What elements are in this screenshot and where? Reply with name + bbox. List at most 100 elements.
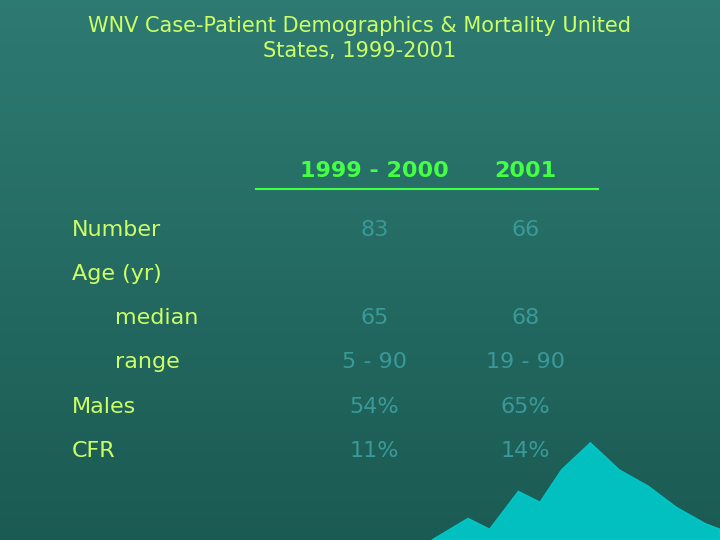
Bar bbox=[0, 58, 720, 63]
Bar bbox=[0, 418, 720, 423]
Bar bbox=[0, 315, 720, 320]
Bar bbox=[0, 320, 720, 324]
Bar bbox=[0, 401, 720, 405]
Bar bbox=[0, 198, 720, 202]
Bar bbox=[0, 180, 720, 185]
Bar bbox=[0, 243, 720, 247]
Text: 14%: 14% bbox=[501, 441, 550, 461]
Text: Number: Number bbox=[72, 219, 161, 240]
Bar bbox=[0, 256, 720, 261]
Text: CFR: CFR bbox=[72, 441, 116, 461]
Text: 66: 66 bbox=[511, 219, 540, 240]
Bar bbox=[0, 230, 720, 234]
Bar bbox=[0, 270, 720, 274]
Bar bbox=[0, 355, 720, 360]
Bar bbox=[0, 414, 720, 418]
Bar bbox=[0, 297, 720, 301]
Text: median: median bbox=[115, 308, 199, 328]
Bar bbox=[0, 212, 720, 216]
Bar bbox=[0, 135, 720, 139]
Bar bbox=[0, 54, 720, 58]
Bar bbox=[0, 351, 720, 355]
Bar bbox=[0, 306, 720, 310]
Text: 54%: 54% bbox=[350, 396, 399, 417]
Bar bbox=[0, 522, 720, 526]
Bar bbox=[0, 14, 720, 18]
Bar bbox=[0, 342, 720, 347]
Bar bbox=[0, 207, 720, 212]
Bar bbox=[0, 18, 720, 23]
Bar bbox=[0, 513, 720, 517]
Bar bbox=[0, 347, 720, 351]
Bar bbox=[0, 387, 720, 392]
Bar bbox=[0, 495, 720, 500]
Bar bbox=[0, 112, 720, 117]
Bar bbox=[0, 328, 720, 333]
Text: 1999 - 2000: 1999 - 2000 bbox=[300, 161, 449, 181]
Text: 68: 68 bbox=[511, 308, 540, 328]
Bar bbox=[0, 108, 720, 112]
Bar bbox=[0, 162, 720, 166]
Text: 83: 83 bbox=[360, 219, 389, 240]
Bar bbox=[0, 301, 720, 306]
Bar bbox=[0, 310, 720, 315]
Bar bbox=[0, 239, 720, 243]
Bar bbox=[0, 482, 720, 486]
Bar bbox=[0, 517, 720, 522]
Bar bbox=[0, 423, 720, 428]
Bar bbox=[0, 455, 720, 459]
Bar bbox=[0, 36, 720, 40]
Bar bbox=[0, 153, 720, 158]
Text: range: range bbox=[115, 352, 180, 373]
Bar bbox=[0, 126, 720, 131]
Bar bbox=[0, 396, 720, 401]
Bar bbox=[0, 40, 720, 45]
Bar bbox=[0, 374, 720, 378]
Bar bbox=[0, 279, 720, 284]
Bar bbox=[0, 131, 720, 135]
Bar bbox=[0, 333, 720, 338]
Polygon shape bbox=[432, 443, 720, 540]
Bar bbox=[0, 50, 720, 54]
Bar bbox=[0, 0, 720, 4]
Bar bbox=[0, 450, 720, 455]
Bar bbox=[0, 441, 720, 445]
Bar bbox=[0, 166, 720, 171]
Bar bbox=[0, 324, 720, 328]
Bar bbox=[0, 85, 720, 90]
Bar bbox=[0, 202, 720, 207]
Bar bbox=[0, 189, 720, 193]
Bar bbox=[0, 463, 720, 468]
Bar bbox=[0, 378, 720, 382]
Bar bbox=[0, 526, 720, 531]
Bar bbox=[0, 468, 720, 472]
Bar bbox=[0, 428, 720, 432]
Text: Males: Males bbox=[72, 396, 136, 417]
Bar bbox=[0, 27, 720, 31]
Bar bbox=[0, 477, 720, 482]
Bar bbox=[0, 490, 720, 495]
Bar bbox=[0, 234, 720, 239]
Bar bbox=[0, 288, 720, 293]
Bar bbox=[0, 409, 720, 414]
Bar bbox=[0, 99, 720, 104]
Bar bbox=[0, 4, 720, 9]
Bar bbox=[0, 148, 720, 153]
Bar bbox=[0, 293, 720, 297]
Bar bbox=[0, 266, 720, 270]
Bar bbox=[0, 338, 720, 342]
Bar bbox=[0, 158, 720, 162]
Bar bbox=[0, 369, 720, 374]
Bar bbox=[0, 117, 720, 122]
Bar bbox=[0, 486, 720, 490]
Bar bbox=[0, 77, 720, 81]
Bar bbox=[0, 81, 720, 85]
Bar bbox=[0, 459, 720, 463]
Text: 19 - 90: 19 - 90 bbox=[486, 352, 565, 373]
Bar bbox=[0, 284, 720, 288]
Text: 65: 65 bbox=[360, 308, 389, 328]
Text: WNV Case-Patient Demographics & Mortality United
States, 1999-2001: WNV Case-Patient Demographics & Mortalit… bbox=[89, 16, 631, 61]
Bar bbox=[0, 504, 720, 509]
Bar bbox=[0, 500, 720, 504]
Bar bbox=[0, 139, 720, 144]
